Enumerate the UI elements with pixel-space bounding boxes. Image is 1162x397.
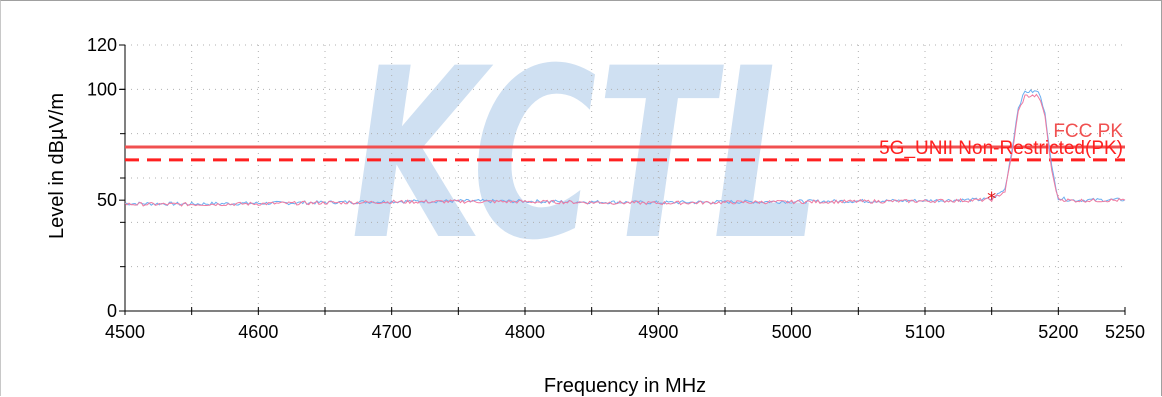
watermark-text: KCTL (351, 19, 821, 292)
markers: * (987, 189, 996, 210)
x-tick-label: 5200 (1038, 322, 1078, 342)
y-tick-label: 120 (87, 35, 117, 55)
x-tick-label: 5100 (905, 322, 945, 342)
x-tick-label: 4600 (238, 322, 278, 342)
x-axis-title: Frequency in MHz (544, 375, 706, 397)
y-tick-label: 0 (107, 301, 117, 321)
y-tick-label: 100 (87, 79, 117, 99)
y-axis-title: Level in dBµV/m (46, 93, 68, 239)
x-tick-label: 4700 (372, 322, 412, 342)
limit-label-unii: 5G_UNII Non-Restricted(PK) (879, 138, 1123, 159)
peak-marker: * (987, 189, 996, 210)
x-tick-label: 5000 (772, 322, 812, 342)
x-tick-label: 4900 (638, 322, 678, 342)
y-tick-label: 50 (97, 190, 117, 210)
x-tick-label: 4500 (105, 322, 145, 342)
x-tick-label: 5250 (1105, 322, 1145, 342)
x-tick-label: 4800 (505, 322, 545, 342)
